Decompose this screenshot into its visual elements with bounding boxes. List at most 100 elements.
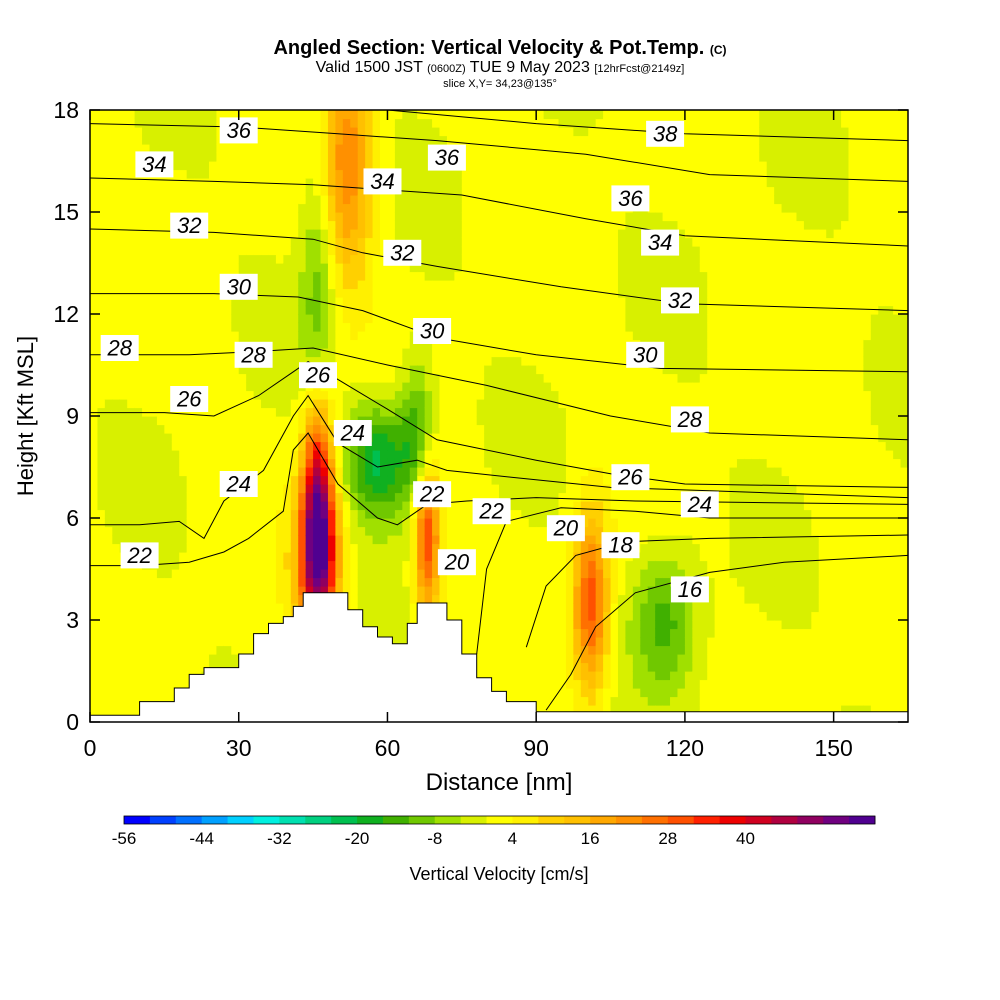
field-cell xyxy=(335,322,344,332)
field-cell xyxy=(491,603,500,613)
field-cell xyxy=(432,399,441,409)
field-cell xyxy=(342,212,351,222)
field-cell xyxy=(558,382,567,392)
field-cell xyxy=(194,484,203,494)
field-cell xyxy=(350,212,359,222)
field-cell xyxy=(409,603,418,613)
field-cell xyxy=(380,229,389,239)
field-cell xyxy=(573,186,582,196)
field-cell xyxy=(513,169,522,179)
field-cell xyxy=(90,288,99,298)
field-cell xyxy=(208,144,218,154)
field-cell xyxy=(394,611,403,621)
field-cell xyxy=(327,246,336,256)
field-cell xyxy=(409,475,418,485)
field-cell xyxy=(573,246,582,256)
field-cell xyxy=(231,424,240,434)
field-cell xyxy=(335,288,344,298)
field-cell xyxy=(268,509,277,519)
field-cell xyxy=(350,382,359,392)
field-cell xyxy=(424,246,433,256)
field-cell xyxy=(394,229,403,239)
field-cell xyxy=(186,135,195,145)
field-cell xyxy=(506,569,515,579)
field-cell xyxy=(513,433,522,443)
field-cell xyxy=(424,586,433,596)
field-cell xyxy=(513,637,522,647)
field-cell xyxy=(350,399,359,409)
field-cell xyxy=(119,390,128,400)
field-cell xyxy=(313,220,322,230)
field-cell xyxy=(171,637,180,647)
field-cell xyxy=(208,552,218,562)
field-cell xyxy=(335,314,344,324)
field-cell xyxy=(223,509,232,519)
field-cell xyxy=(409,280,418,290)
field-cell xyxy=(499,662,508,672)
field-cell xyxy=(565,492,574,502)
field-cell xyxy=(134,280,143,290)
field-cell xyxy=(268,271,277,281)
field-cell xyxy=(417,263,426,273)
field-cell xyxy=(357,441,366,451)
field-cell xyxy=(469,161,478,171)
field-cell xyxy=(216,339,225,349)
field-cell xyxy=(484,424,493,434)
field-cell xyxy=(409,450,418,460)
field-cell xyxy=(298,339,307,349)
field-cell xyxy=(521,594,530,604)
field-cell xyxy=(327,501,336,511)
field-cell xyxy=(565,288,574,298)
field-cell xyxy=(253,110,262,120)
field-cell xyxy=(394,127,403,137)
field-cell xyxy=(164,501,173,511)
field-cell xyxy=(164,671,173,681)
field-cell xyxy=(127,305,136,315)
field-cell xyxy=(208,475,218,485)
field-cell xyxy=(387,390,396,400)
field-cell xyxy=(112,603,121,613)
field-cell xyxy=(432,127,441,137)
field-cell xyxy=(134,144,143,154)
field-cell xyxy=(313,237,322,247)
field-cell xyxy=(261,509,270,519)
field-cell xyxy=(223,560,232,570)
field-cell xyxy=(417,152,426,162)
field-cell xyxy=(298,467,307,477)
field-cell xyxy=(446,178,455,188)
field-cell xyxy=(595,458,604,468)
field-cell xyxy=(208,586,218,596)
field-cell xyxy=(127,501,136,511)
field-cell xyxy=(528,127,537,137)
field-cell xyxy=(298,118,307,128)
field-cell xyxy=(551,229,560,239)
field-cell xyxy=(394,220,403,230)
field-cell xyxy=(432,118,441,128)
field-cell xyxy=(231,416,240,426)
field-cell xyxy=(372,314,381,324)
field-cell xyxy=(387,271,396,281)
field-cell xyxy=(223,492,232,502)
field-cell xyxy=(476,475,485,485)
field-cell xyxy=(231,161,240,171)
field-cell xyxy=(417,424,426,434)
field-cell xyxy=(365,603,374,613)
field-cell xyxy=(469,271,478,281)
field-cell xyxy=(372,492,381,502)
field-cell xyxy=(521,552,530,562)
field-cell xyxy=(476,535,485,545)
field-cell xyxy=(216,331,225,341)
field-cell xyxy=(342,348,351,358)
field-cell xyxy=(551,186,560,196)
field-cell xyxy=(573,263,582,273)
field-cell xyxy=(380,331,389,341)
field-cell xyxy=(521,288,530,298)
field-cell xyxy=(342,152,351,162)
field-cell xyxy=(446,535,455,545)
field-cell xyxy=(536,509,545,519)
field-cell xyxy=(142,195,151,205)
field-cell xyxy=(112,271,121,281)
field-cell xyxy=(320,339,329,349)
field-cell xyxy=(127,152,136,162)
field-cell xyxy=(380,492,389,502)
